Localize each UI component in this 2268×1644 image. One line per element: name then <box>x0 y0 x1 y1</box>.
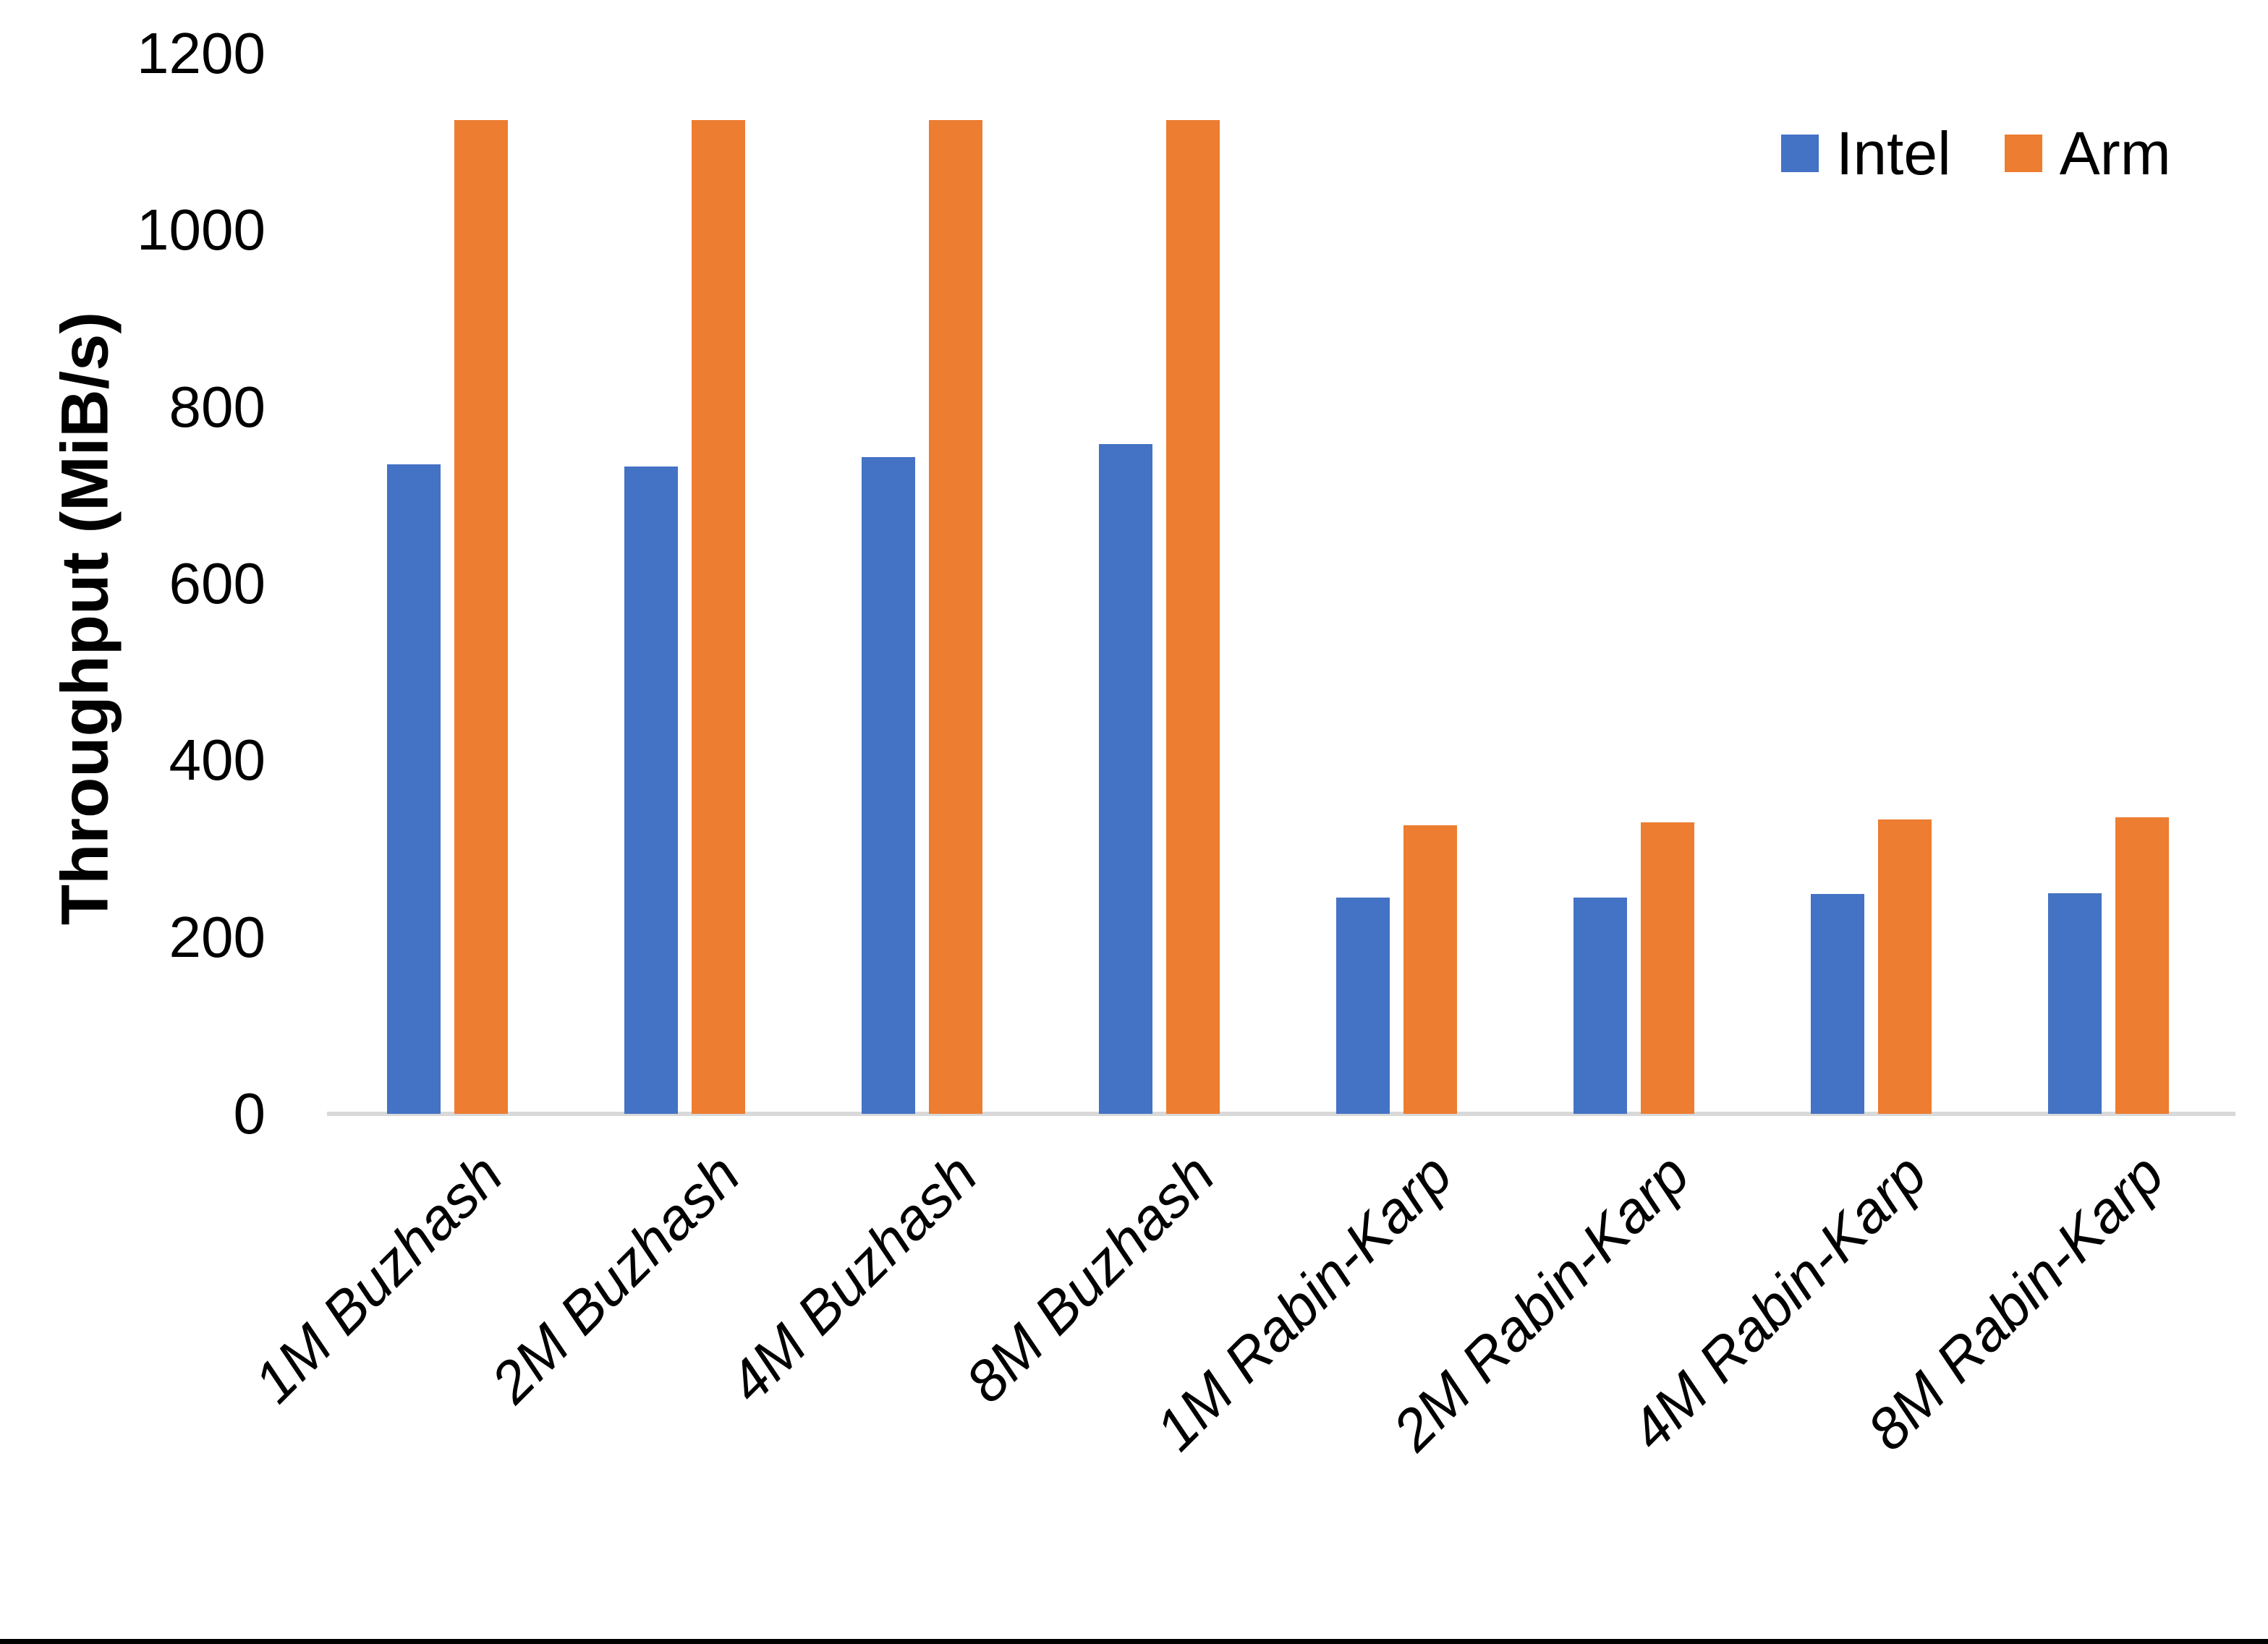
legend: Intel Arm <box>1781 123 2171 184</box>
bar-intel-8m-rabin-karp <box>2048 893 2102 1114</box>
y-tick-label: 0 <box>233 1081 266 1146</box>
page-bottom-edge <box>0 1639 2268 1644</box>
x-axis-line <box>327 1112 2235 1116</box>
y-tick-label: 400 <box>169 728 266 793</box>
y-tick-label: 600 <box>169 551 266 616</box>
bar-intel-4m-rabin-karp <box>1811 894 1864 1114</box>
bar-arm-4m-rabin-karp <box>1878 819 1932 1114</box>
legend-item-arm: Arm <box>2004 119 2171 187</box>
y-tick-label: 1200 <box>137 21 266 85</box>
bar-intel-2m-buzhash <box>624 467 678 1114</box>
bar-arm-2m-rabin-karp <box>1641 822 1694 1114</box>
legend-label: Intel <box>1836 119 1951 187</box>
legend-item-intel: Intel <box>1781 123 1951 184</box>
category-label: 2M Buzhash <box>479 1141 752 1415</box>
y-tick-label: 800 <box>169 374 266 439</box>
bar-arm-1m-rabin-karp <box>1403 825 1457 1114</box>
y-tick-label: 1000 <box>137 197 266 263</box>
bar-arm-8m-buzhash <box>1166 120 1220 1114</box>
y-tick-label: 200 <box>169 904 266 969</box>
bar-intel-1m-buzhash <box>387 464 441 1114</box>
bar-arm-2m-buzhash <box>692 120 745 1114</box>
bar-arm-8m-rabin-karp <box>2115 817 2169 1114</box>
y-axis-title: Throughput (MiB/s) <box>48 311 122 926</box>
legend-swatch-arm <box>2004 135 2042 172</box>
category-label: 1M Buzhash <box>242 1141 515 1415</box>
category-label: 4M Buzhash <box>716 1141 990 1415</box>
bar-intel-8m-buzhash <box>1099 444 1152 1114</box>
legend-swatch-intel <box>1781 135 1819 172</box>
bar-arm-4m-buzhash <box>929 120 982 1114</box>
bar-intel-2m-rabin-karp <box>1573 898 1627 1114</box>
bar-arm-1m-buzhash <box>454 120 508 1114</box>
bar-intel-4m-buzhash <box>862 457 915 1114</box>
bar-intel-1m-rabin-karp <box>1336 898 1390 1114</box>
legend-label: Arm <box>2059 119 2171 187</box>
